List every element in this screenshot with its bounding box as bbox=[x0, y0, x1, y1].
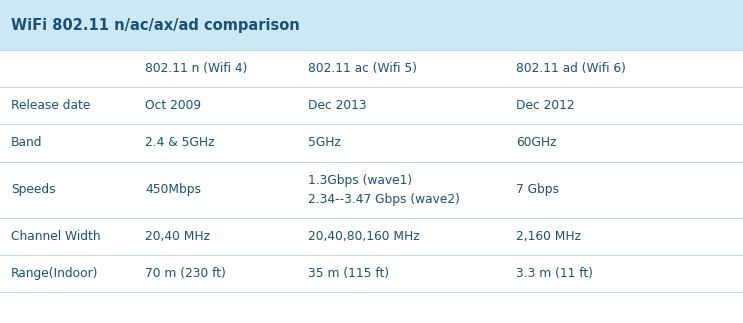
Text: 2,160 MHz: 2,160 MHz bbox=[516, 230, 581, 243]
Text: 2.4 & 5GHz: 2.4 & 5GHz bbox=[145, 136, 215, 150]
Text: Dec 2013: Dec 2013 bbox=[308, 99, 367, 112]
Text: Oct 2009: Oct 2009 bbox=[145, 99, 201, 112]
Text: 3.3 m (11 ft): 3.3 m (11 ft) bbox=[516, 267, 594, 280]
Text: Dec 2012: Dec 2012 bbox=[516, 99, 575, 112]
Text: 802.11 n (Wifi 4): 802.11 n (Wifi 4) bbox=[145, 62, 247, 75]
Text: 7 Gbps: 7 Gbps bbox=[516, 183, 559, 196]
Text: 70 m (230 ft): 70 m (230 ft) bbox=[145, 267, 226, 280]
Text: 35 m (115 ft): 35 m (115 ft) bbox=[308, 267, 389, 280]
Text: Range(Indoor): Range(Indoor) bbox=[11, 267, 99, 280]
Text: WiFi 802.11 n/ac/ax/ad comparison: WiFi 802.11 n/ac/ax/ad comparison bbox=[11, 17, 300, 33]
Text: 450Mbps: 450Mbps bbox=[145, 183, 201, 196]
Text: Speeds: Speeds bbox=[11, 183, 56, 196]
Text: 20,40 MHz: 20,40 MHz bbox=[145, 230, 210, 243]
Text: 802.11 ad (Wifi 6): 802.11 ad (Wifi 6) bbox=[516, 62, 626, 75]
Text: Channel Width: Channel Width bbox=[11, 230, 101, 243]
Text: Band: Band bbox=[11, 136, 42, 150]
Text: Release date: Release date bbox=[11, 99, 91, 112]
Bar bbox=[0, 50, 743, 323]
Text: 1.3Gbps (wave1)
2.34--3.47 Gbps (wave2): 1.3Gbps (wave1) 2.34--3.47 Gbps (wave2) bbox=[308, 174, 460, 206]
Text: 802.11 ac (Wifi 5): 802.11 ac (Wifi 5) bbox=[308, 62, 418, 75]
Text: 20,40,80,160 MHz: 20,40,80,160 MHz bbox=[308, 230, 420, 243]
Bar bbox=[0, 0, 743, 50]
Text: 60GHz: 60GHz bbox=[516, 136, 557, 150]
Text: 5GHz: 5GHz bbox=[308, 136, 341, 150]
